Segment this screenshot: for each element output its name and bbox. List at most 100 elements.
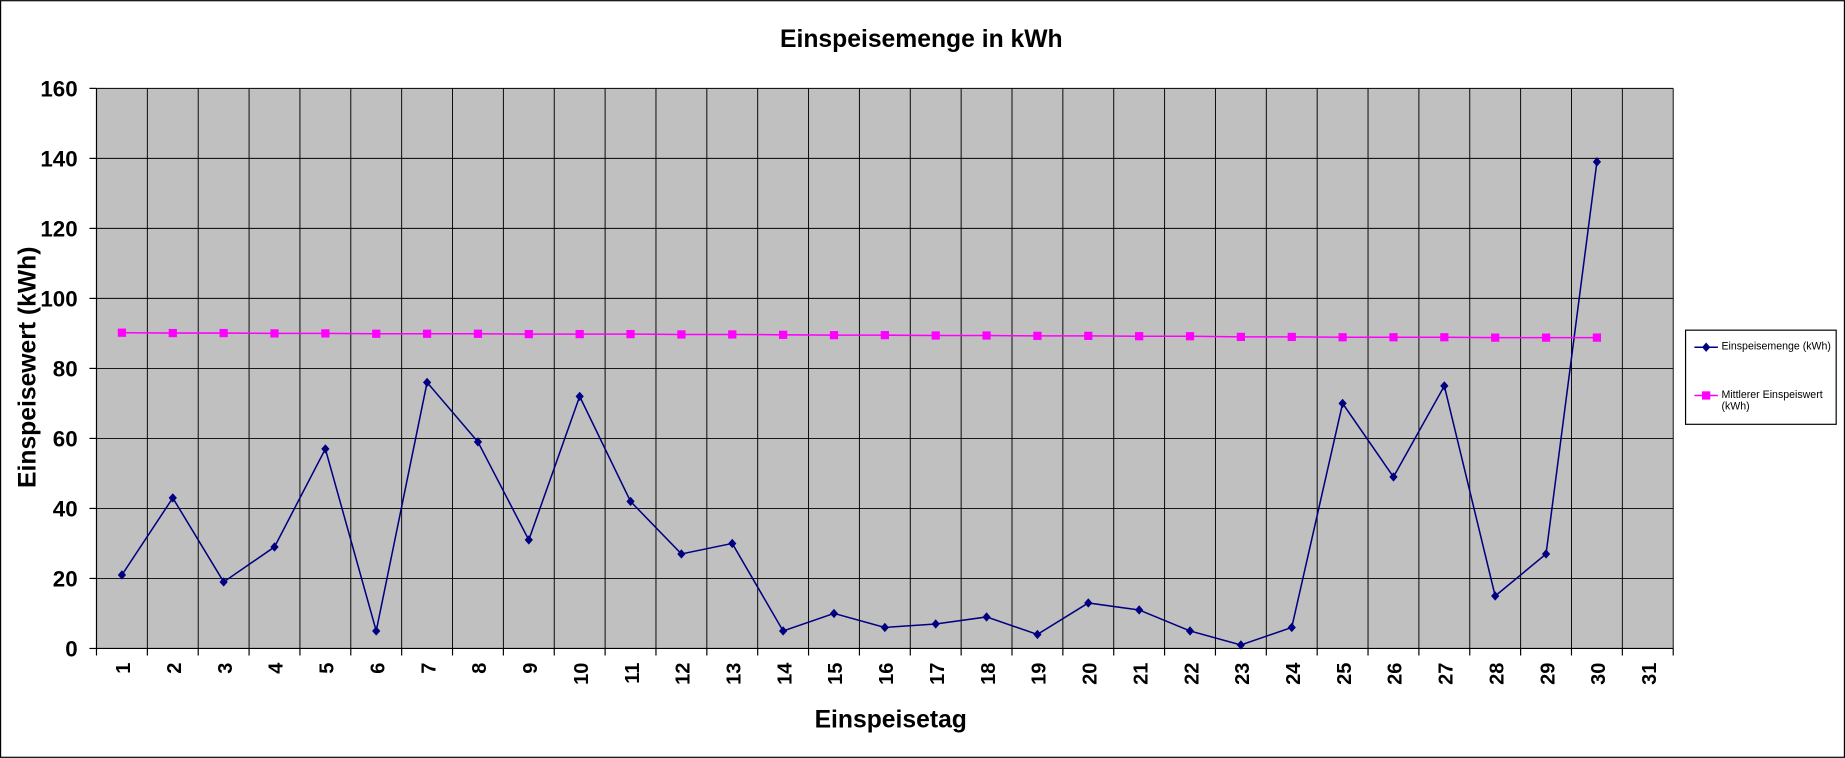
- point: [270, 542, 279, 552]
- point: [931, 619, 940, 629]
- point: [1702, 391, 1711, 400]
- point: [829, 331, 839, 340]
- series-line: [121, 161, 1598, 646]
- point: [779, 626, 788, 636]
- y-tick-label: 0: [65, 637, 77, 662]
- legend-label: Mittlerer Einspeiswert (kWh): [1721, 388, 1823, 412]
- y-tick-label: 120: [40, 217, 77, 242]
- point: [1287, 332, 1296, 342]
- point: [321, 329, 330, 338]
- x-tick-label: 10: [571, 663, 593, 685]
- x-tick-label: 14: [774, 662, 796, 685]
- x-axis-title: Einspeisetag: [815, 706, 967, 733]
- y-tick-label: 160: [40, 77, 77, 102]
- point: [1236, 640, 1245, 650]
- point: [1135, 605, 1144, 615]
- y-tick-label: 20: [53, 567, 78, 592]
- point: [524, 535, 533, 545]
- point: [626, 329, 635, 339]
- x-tick-label: 31: [1639, 663, 1661, 685]
- x-tick-label: 12: [673, 663, 695, 685]
- point: [1389, 333, 1398, 342]
- point: [1440, 333, 1449, 342]
- y-tick-label: 80: [53, 357, 78, 382]
- point: [372, 626, 381, 636]
- x-tick-label: 26: [1385, 663, 1407, 685]
- x-tick-label: 19: [1029, 663, 1051, 685]
- y-tick-label: 40: [53, 497, 78, 522]
- x-tick-label: 20: [1080, 663, 1102, 685]
- point: [1033, 331, 1042, 340]
- point: [1491, 333, 1500, 342]
- x-tick-label: 11: [622, 663, 644, 684]
- point: [677, 330, 686, 339]
- y-tick-label: 60: [53, 427, 78, 452]
- x-tick-label: 1: [113, 663, 135, 674]
- point: [422, 329, 432, 338]
- series-line: [121, 331, 1597, 339]
- x-tick-label: 27: [1436, 663, 1458, 685]
- point: [931, 331, 940, 340]
- legend-label-box: Einspeisemenge (kWh): [1721, 340, 1830, 352]
- point: [1185, 332, 1195, 341]
- point: [117, 328, 127, 337]
- point: [473, 329, 483, 338]
- x-tick-label: 21: [1130, 663, 1152, 685]
- point: [880, 331, 889, 340]
- point: [168, 328, 177, 338]
- point: [728, 538, 737, 549]
- point: [1084, 598, 1093, 608]
- point: [1287, 622, 1296, 633]
- point: [321, 444, 330, 454]
- x-tick-label: 13: [723, 663, 745, 685]
- x-tick-label: 16: [876, 663, 898, 685]
- point: [982, 331, 991, 340]
- point: [728, 330, 737, 339]
- legend-box: [1684, 329, 1837, 425]
- legend-label-box: Mittlerer Einspeiswert (kWh): [1721, 388, 1823, 412]
- x-tick-label: 24: [1283, 662, 1305, 685]
- point: [575, 329, 584, 339]
- point: [779, 330, 788, 339]
- point: [524, 329, 533, 339]
- x-tick-label: 9: [520, 663, 542, 674]
- point: [270, 329, 279, 338]
- point: [1440, 381, 1449, 391]
- point: [1084, 331, 1093, 340]
- point: [1389, 472, 1398, 482]
- point: [1592, 157, 1602, 167]
- point: [1338, 333, 1347, 342]
- x-tick-label: 29: [1537, 663, 1559, 685]
- x-tick-label: 5: [317, 663, 339, 674]
- x-tick-label: 18: [978, 663, 1000, 685]
- point: [1135, 332, 1144, 341]
- x-tick-label: 23: [1232, 663, 1254, 685]
- x-tick-label: 8: [469, 663, 491, 674]
- point: [1541, 333, 1551, 342]
- y-tick-label: 100: [40, 287, 77, 312]
- y-tick-label: 140: [40, 147, 77, 172]
- point: [219, 328, 228, 338]
- point: [372, 329, 381, 338]
- x-tick-label: 3: [215, 663, 237, 674]
- x-tick-label: 6: [367, 663, 389, 674]
- point: [1236, 332, 1245, 342]
- x-tick-label: 28: [1486, 663, 1508, 685]
- x-tick-label: 25: [1334, 663, 1356, 685]
- point: [829, 608, 839, 619]
- chart-title: Einspeisemenge in kWh: [780, 26, 1063, 53]
- x-tick-label: 2: [164, 663, 186, 674]
- point: [982, 612, 991, 622]
- y-axis-title: Einspeisewert (kWh): [14, 247, 41, 488]
- point: [1592, 333, 1602, 342]
- point: [1491, 591, 1500, 601]
- x-tick-label: 17: [927, 663, 949, 685]
- x-tick-label: 30: [1588, 663, 1610, 685]
- x-tick-label: 22: [1181, 663, 1203, 685]
- point: [117, 570, 127, 580]
- x-tick-label: 15: [825, 663, 847, 685]
- point: [219, 577, 228, 587]
- x-tick-label: 7: [418, 663, 440, 674]
- x-tick-label: 4: [266, 662, 288, 674]
